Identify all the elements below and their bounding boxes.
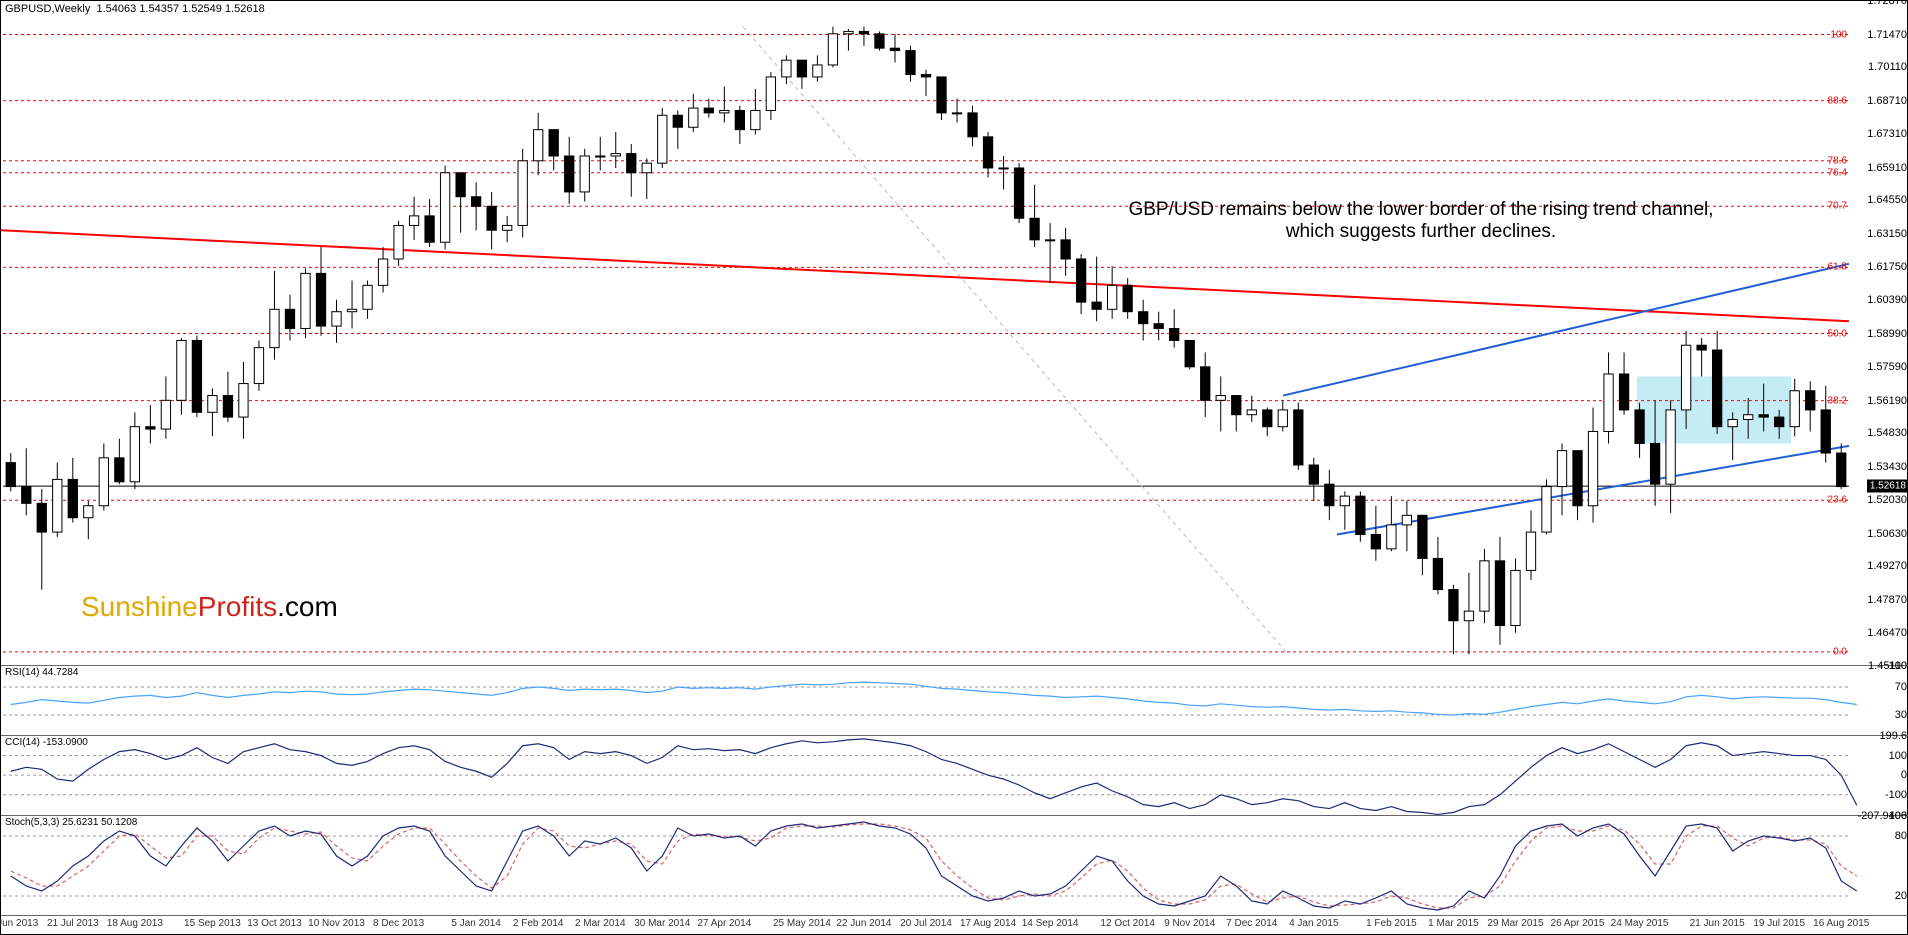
- stoch-label: Stoch(5,3,3) 25.6231 50.1208: [5, 817, 137, 828]
- watermark: SunshineProfits.com: [81, 591, 338, 623]
- rsi-label: RSI(14) 44.7284: [5, 667, 78, 678]
- price-panel: GBPUSD,Weekly 1.54063 1.54357 1.52549 1.…: [1, 1, 1908, 666]
- chart-title: GBPUSD,Weekly 1.54063 1.54357 1.52549 1.…: [5, 3, 265, 15]
- stoch-svg: [1, 816, 1908, 916]
- stoch-panel: Stoch(5,3,3) 25.6231 50.1208 2080100: [1, 816, 1908, 916]
- rsi-svg: [1, 666, 1908, 736]
- cci-label: CCI(14) -153.0900: [5, 737, 88, 748]
- rsi-panel: RSI(14) 44.7284 3070100: [1, 666, 1908, 736]
- x-axis: 23 Jun 201321 Jul 201318 Aug 201315 Sep …: [1, 915, 1847, 934]
- chart-container: GBPUSD,Weekly 1.54063 1.54357 1.52549 1.…: [0, 0, 1908, 935]
- cci-svg: [1, 736, 1908, 816]
- cci-panel: CCI(14) -153.0900 -207.9406-1000100199.6: [1, 736, 1908, 816]
- price-svg: [1, 1, 1908, 666]
- annotation-text: GBP/USD remains below the lower border o…: [1111, 199, 1731, 243]
